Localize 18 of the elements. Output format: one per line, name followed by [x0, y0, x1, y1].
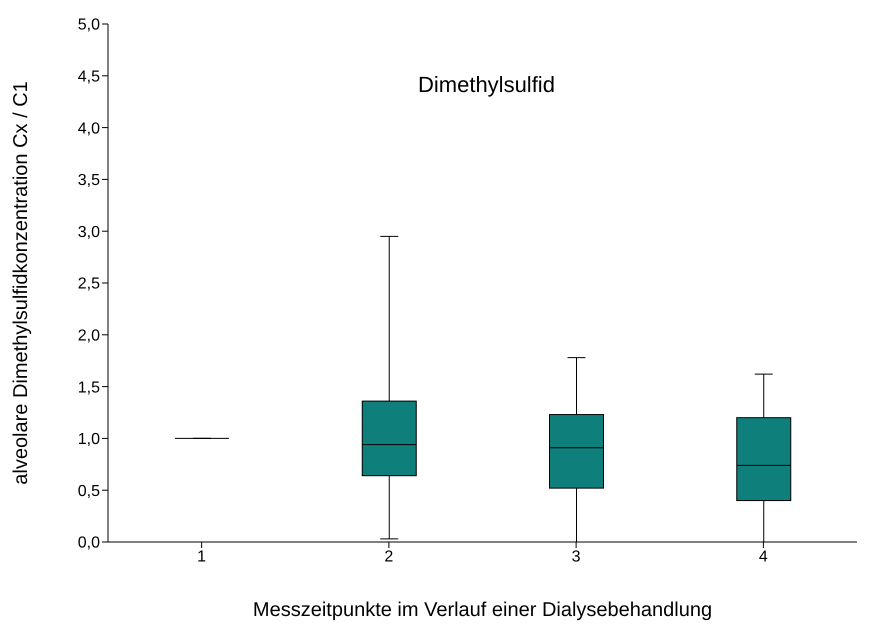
x-axis-title: Messzeitpunkte im Verlauf einer Dialysebehandlung: [252, 599, 712, 621]
y-tick-label: 3,5: [78, 172, 100, 190]
y-tick-label: 0,0: [78, 534, 100, 552]
x-tick-label: 2: [384, 548, 394, 566]
y-tick-label: 2,0: [78, 327, 100, 344]
y-tick-label: 3,0: [78, 224, 100, 241]
y-tick-label: 4,0: [78, 120, 100, 138]
y-tick-label: 1,5: [78, 379, 100, 396]
y-axis-title: alveolare Dimethylsulfidkonzentration Cx / C1: [10, 81, 32, 485]
y-tick-label: 4,5: [78, 68, 100, 86]
y-tick-label: 5,0: [78, 16, 100, 34]
x-tick-label: 4: [758, 548, 768, 566]
x-tick-label: 1: [197, 548, 206, 566]
x-tick-label: 3: [572, 548, 581, 566]
y-tick-label: 1,0: [78, 431, 100, 448]
text: Dimethylsulfid: [418, 72, 555, 98]
y-tick-label: 0,5: [78, 482, 100, 500]
y-tick-label: 2,5: [78, 276, 100, 293]
